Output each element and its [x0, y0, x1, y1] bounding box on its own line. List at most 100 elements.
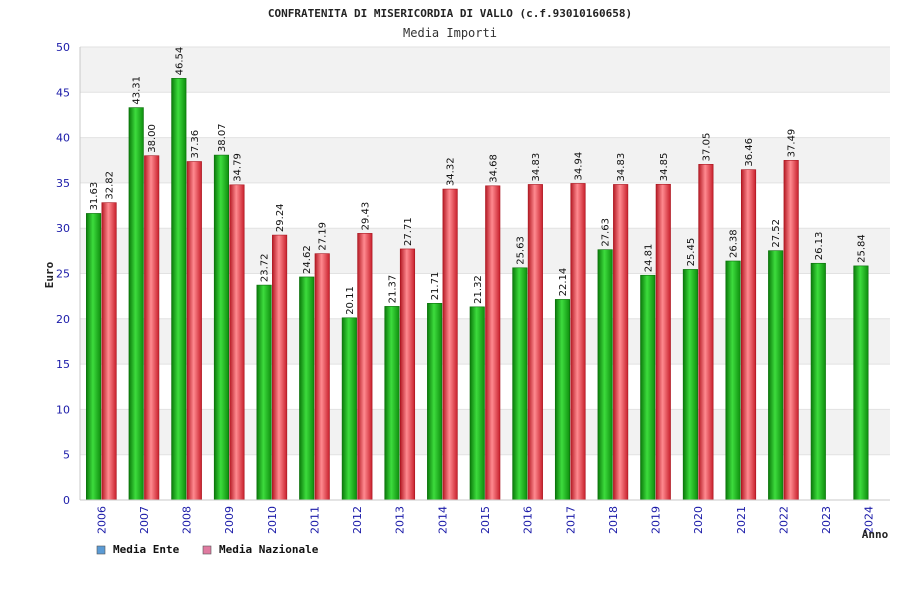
bar-value-label: 29.43 — [360, 202, 371, 231]
bar-value-label: 37.36 — [190, 130, 201, 159]
x-tick-label: 2011 — [308, 506, 321, 534]
bar-value-label: 21.71 — [430, 272, 441, 301]
bar-value-label: 38.00 — [147, 124, 158, 153]
bar-value-label: 43.31 — [132, 76, 143, 105]
bar-value-label: 25.45 — [686, 238, 697, 267]
bar-media-nazionale — [101, 202, 117, 501]
x-tick-label: 2006 — [95, 506, 108, 534]
bar-media-nazionale — [186, 161, 202, 501]
y-tick-label: 30 — [56, 222, 70, 235]
bar-media-nazionale — [740, 169, 757, 501]
bar-media-ente — [427, 303, 443, 501]
y-tick-labels: 0 5 10 15 20 25 30 35 40 45 50 — [56, 41, 70, 507]
bar-media-nazionale — [655, 183, 671, 501]
bar-value-label: 26.13 — [814, 232, 825, 261]
legend-swatch — [96, 545, 106, 555]
x-tick-label: 2016 — [522, 506, 535, 534]
value-labels: 31.63 32.82 43.31 38.00 46.54 37.36 38.07 34.79… — [89, 47, 867, 315]
bar-value-label: 25.84 — [856, 234, 867, 263]
bar-media-nazionale — [144, 155, 160, 501]
bar-media-ente — [171, 78, 187, 501]
bar-media-ente — [810, 262, 826, 501]
x-tick-label: 2018 — [607, 506, 620, 534]
bar-media-nazionale — [570, 183, 586, 501]
legend-swatch — [202, 545, 212, 555]
bar-value-label: 27.71 — [403, 217, 414, 246]
plot-band — [80, 47, 890, 93]
y-tick-label: 15 — [56, 358, 70, 371]
bar-media-ente — [213, 154, 230, 501]
bar-value-label: 37.49 — [787, 129, 798, 158]
x-tick-label: 2013 — [394, 506, 407, 534]
y-tick-label: 10 — [56, 403, 70, 416]
bar-value-label: 21.37 — [387, 275, 398, 304]
x-tick-label: 2012 — [351, 506, 364, 534]
bar-media-ente — [853, 265, 869, 501]
bar-media-ente — [469, 306, 485, 501]
bar-media-ente — [128, 107, 144, 501]
bar-value-label: 25.63 — [515, 236, 526, 265]
bar-value-label: 34.68 — [488, 154, 499, 183]
bar-value-label: 34.94 — [574, 152, 585, 181]
y-tick-label: 20 — [56, 313, 70, 326]
bar-value-label: 21.32 — [473, 275, 484, 304]
chart-subtitle: Media Importi — [403, 26, 497, 40]
bar-media-ente — [597, 249, 613, 501]
chart-title: CONFRATENITA DI MISERICORDIA DI VALLO (c… — [268, 7, 632, 20]
x-tick-label: 2020 — [692, 506, 705, 534]
bar-value-label: 23.72 — [260, 253, 271, 282]
plot-band — [80, 92, 890, 138]
bar-value-label: 36.46 — [744, 138, 755, 167]
axes — [79, 47, 890, 501]
bar-media-nazionale — [272, 234, 288, 501]
x-axis-title: Anno — [862, 528, 889, 541]
bar-value-label: 24.62 — [302, 245, 313, 274]
bar-value-label: 38.07 — [217, 123, 228, 152]
bar-media-nazionale — [442, 188, 458, 501]
x-tick-labels: 2006 2007 2008 2009 2010 2011 2012 2013 2014 2015… — [95, 506, 875, 534]
bar-value-label: 26.38 — [729, 229, 740, 258]
bar-value-label: 34.79 — [232, 153, 243, 182]
x-tick-label: 2022 — [777, 506, 790, 534]
y-tick-label: 25 — [56, 268, 70, 281]
bar-media-ente — [768, 250, 784, 501]
bar-value-label: 20.11 — [345, 286, 356, 315]
bar-media-nazionale — [613, 184, 629, 501]
bar-media-nazionale — [229, 184, 245, 501]
bar-media-ente — [512, 267, 528, 501]
bar-media-ente — [299, 276, 315, 501]
y-tick-label: 35 — [56, 177, 70, 190]
y-tick-label: 45 — [56, 86, 70, 99]
bar-value-label: 22.14 — [558, 268, 569, 297]
legend: Media Ente Media Nazionale — [96, 543, 319, 556]
bar-value-label: 46.54 — [174, 47, 185, 76]
x-tick-label: 2007 — [138, 506, 151, 534]
bar-value-label: 34.32 — [446, 157, 457, 186]
x-tick-label: 2019 — [650, 506, 663, 534]
y-tick-label: 0 — [63, 494, 70, 507]
bar-media-nazionale — [783, 160, 799, 501]
x-tick-label: 2008 — [181, 506, 194, 534]
bar-value-label: 27.19 — [318, 222, 329, 251]
bar-media-nazionale — [399, 248, 416, 501]
bar-value-label: 34.83 — [616, 153, 627, 182]
bar-value-label: 37.05 — [701, 133, 712, 162]
x-tick-label: 2010 — [266, 506, 279, 534]
bar-value-label: 27.52 — [771, 219, 782, 248]
bar-media-nazionale — [485, 185, 501, 501]
bar-value-label: 24.81 — [643, 244, 654, 273]
bar-media-ente — [682, 269, 698, 501]
bar-value-label: 34.85 — [659, 153, 670, 182]
bar-media-nazionale — [357, 233, 373, 501]
bar-value-label: 29.24 — [275, 203, 286, 232]
bar-value-label: 34.83 — [531, 153, 542, 182]
bar-media-ente — [86, 213, 102, 501]
y-axis-title: Euro — [43, 261, 56, 288]
x-tick-label: 2021 — [735, 506, 748, 534]
legend-label: Media Nazionale — [219, 543, 319, 556]
bar-media-nazionale — [698, 164, 714, 501]
bar-value-label: 32.82 — [105, 171, 116, 200]
bar-media-ente — [384, 306, 400, 501]
bar-media-ente — [640, 274, 656, 501]
